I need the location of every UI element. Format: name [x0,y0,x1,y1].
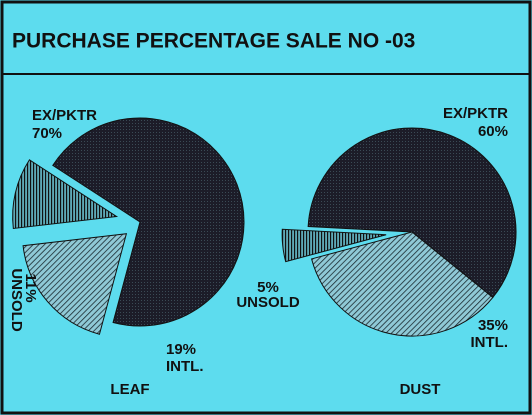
slice-category-label: EX/PKTR [32,107,97,124]
pie-slice [52,117,245,327]
slice-value-label: 5% [257,279,279,296]
slice-value-label: 60% [478,123,508,140]
pie-slice [22,233,128,335]
slice-category-label: UNSOLD [236,294,300,311]
pie-slice [12,159,119,230]
pie-title: DUST [400,381,441,398]
pie-slice [281,228,387,263]
slice-value-label: 35% [478,317,508,334]
pie-title: LEAF [110,381,149,398]
pie-slice [307,127,517,299]
slice-value-label: 11% [22,273,39,302]
pie-slice [310,231,494,337]
slice-value-label: 19% [166,341,196,358]
slice-category-label: UNSOLD [8,268,25,332]
slice-category-label: INTL. [166,358,204,375]
page-title: PURCHASE PERCENTAGE SALE NO -03 [12,30,415,53]
slice-value-label: 70% [32,125,62,142]
slice-category-label: INTL. [471,334,509,351]
slice-category-label: EX/PKTR [443,105,508,122]
